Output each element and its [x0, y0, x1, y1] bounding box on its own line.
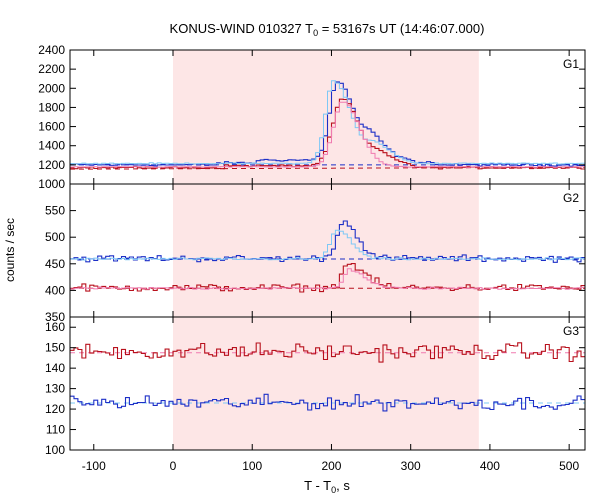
y-tick-label: 1400 [38, 139, 65, 153]
panel-g2: 350 400 450 500 550 G2 [45, 183, 586, 324]
x-tick-label: 200 [321, 459, 341, 473]
x-tick-label: 300 [401, 459, 421, 473]
y-tick-label: 550 [45, 204, 65, 218]
series-g3-blue [70, 393, 585, 412]
x-tick-label: 100 [242, 459, 262, 473]
series-g1-red-model [70, 101, 585, 168]
chart-title: KONUS-WIND 010327 T0 = 53167s UT (14:46:… [170, 21, 485, 38]
y-tick-label: 110 [46, 423, 65, 437]
series-g2-blue-model [70, 229, 585, 261]
y-tick-label: 500 [45, 230, 65, 244]
y-tick-label: 160 [45, 320, 65, 334]
x-tick-label: 500 [559, 459, 579, 473]
y-tick-label: 400 [45, 283, 65, 297]
series-g2-blue [70, 220, 585, 263]
highlight-interval-band [173, 317, 479, 450]
x-tick-label: 0 [170, 459, 177, 473]
x-axis-label: T - T0, s [304, 478, 350, 495]
y-tick-label: 450 [45, 257, 65, 271]
y-tick-label: 1000 [38, 177, 65, 191]
y-tick-label: 350 [45, 310, 65, 324]
y-tick-label: 2200 [38, 62, 65, 76]
highlight-interval-band [173, 184, 479, 317]
x-tick-label: 400 [480, 459, 500, 473]
panel-g1: 1000 1200 1400 1600 1800 2000 2200 2400 G1 [38, 43, 586, 191]
y-tick-label: 140 [45, 361, 65, 375]
y-tick-label: 2400 [38, 43, 65, 57]
y-tick-label: 120 [45, 402, 65, 416]
y-tick-label: 1600 [38, 120, 65, 134]
panel-label: G2 [563, 191, 579, 205]
y-tick-label: 100 [45, 443, 65, 457]
panel-frame [69, 316, 586, 451]
panel-g3: 100 110 120 130 140 150 160 G3 [45, 316, 586, 457]
y-tick-label: 150 [45, 341, 65, 355]
series-g2-red-model [70, 268, 585, 290]
x-tick-label: -100 [82, 459, 106, 473]
y-axis-label: counts / sec [3, 218, 17, 282]
y-tick-label: 1200 [38, 158, 65, 172]
y-tick-label: 2000 [38, 81, 65, 95]
panels-group: 10001200140016001800200022002400G1350400… [38, 43, 586, 473]
y-tick-label: 130 [45, 382, 65, 396]
panel-label: G1 [563, 57, 579, 71]
series-g1-blue [70, 81, 585, 167]
series-g1-blue-model [70, 80, 585, 165]
series-g2-red [70, 263, 585, 293]
series-g3-red [70, 342, 585, 363]
background-fit-line [69, 166, 586, 170]
panel-label: G3 [563, 324, 579, 338]
y-tick-label: 1800 [38, 100, 65, 114]
